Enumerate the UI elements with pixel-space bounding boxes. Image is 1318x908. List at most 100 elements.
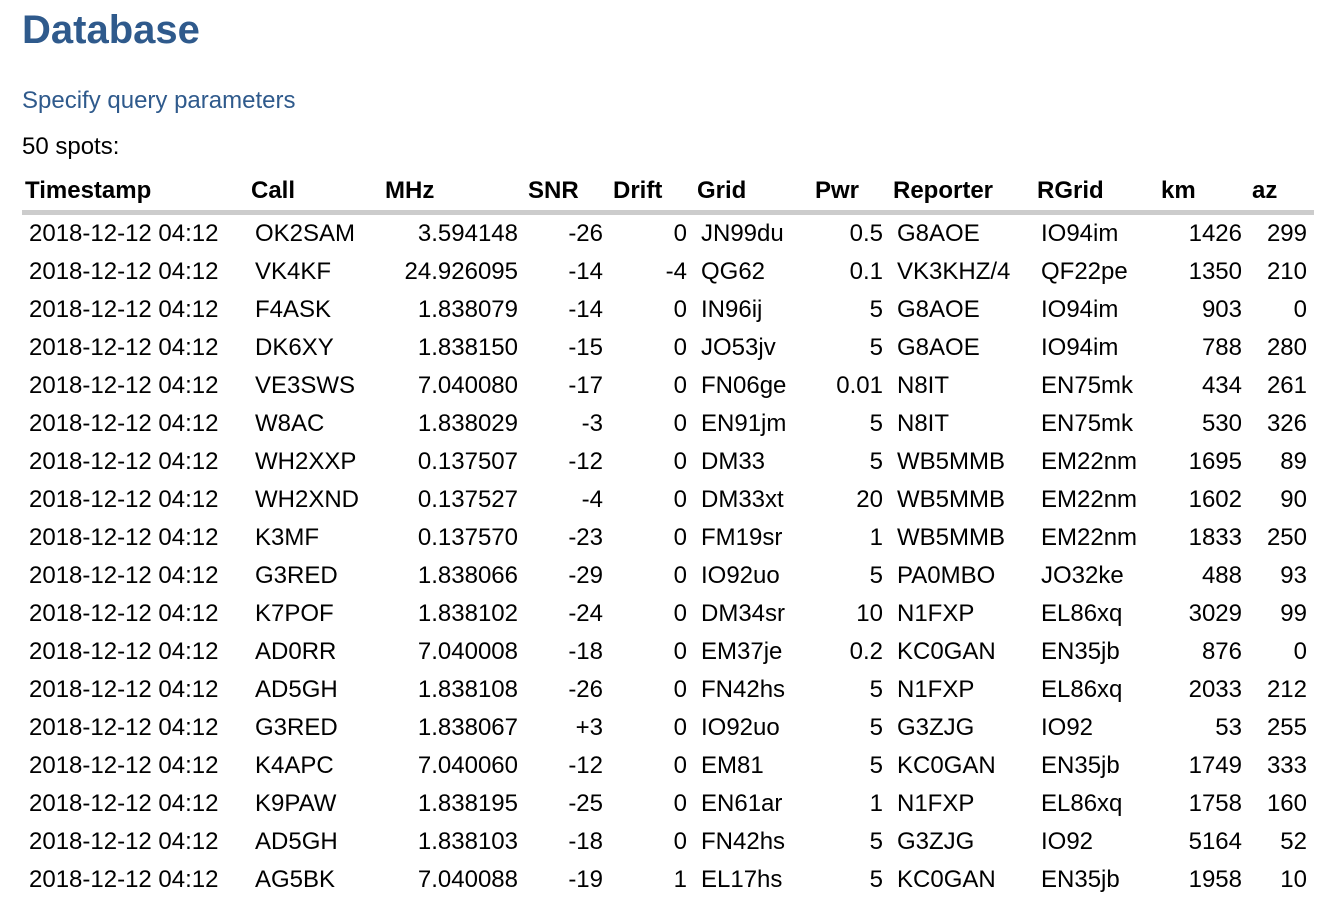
km-cell: 903 — [1201, 296, 1242, 323]
table-row: 2018-12-12 04:12 AD5GH 1.838103 -18 0 FN42hs 5… — [22, 823, 1314, 861]
table-row: 2018-12-12 04:12 VK4KF 24.926095 -14 -4 QG62 0… — [22, 253, 1314, 291]
snr-cell: +3 — [575, 714, 603, 741]
pwr-cell: 0.2 — [849, 638, 883, 665]
pwr-cell: 5 — [869, 410, 883, 437]
snr-cell: -12 — [568, 448, 603, 475]
call-cell: K7POF — [255, 600, 334, 627]
grid-cell: EL17hs — [701, 866, 783, 893]
rgrid-cell: EM22nm — [1041, 448, 1138, 475]
call-cell: G3RED — [255, 562, 338, 589]
timestamp-cell: 2018-12-12 04:12 — [29, 220, 219, 247]
pwr-cell: 0.5 — [849, 220, 883, 247]
mhz-cell: 7.040080 — [417, 372, 518, 399]
pwr-cell: 5 — [869, 866, 883, 893]
km-cell: 1958 — [1188, 866, 1242, 893]
km-cell: 876 — [1201, 638, 1242, 665]
grid-cell: QG62 — [701, 258, 766, 285]
pwr-cell: 5 — [869, 296, 883, 323]
snr-cell: -14 — [568, 296, 603, 323]
pwr-cell: 1 — [869, 524, 883, 551]
rgrid-cell: EM22nm — [1041, 524, 1138, 551]
az-cell: 93 — [1280, 562, 1307, 589]
drift-cell: 0 — [673, 334, 687, 361]
table-row: 2018-12-12 04:12 AG5BK 7.040088 -19 1 EL17hs 5… — [22, 861, 1314, 899]
grid-cell: IN96ij — [701, 296, 763, 323]
az-cell: 160 — [1266, 790, 1307, 817]
grid-cell: EN61ar — [701, 790, 783, 817]
call-cell: VK4KF — [255, 258, 332, 285]
rgrid-cell: EL86xq — [1041, 790, 1123, 817]
mhz-cell: 1.838066 — [417, 562, 518, 589]
timestamp-cell: 2018-12-12 04:12 — [29, 866, 219, 893]
rgrid-cell: QF22pe — [1041, 258, 1128, 285]
reporter-cell: VK3KHZ/4 — [897, 258, 1011, 285]
mhz-cell: 7.040008 — [417, 638, 518, 665]
mhz-cell: 0.137527 — [417, 486, 518, 513]
header-drift: Drift — [610, 172, 694, 215]
km-cell: 5164 — [1188, 828, 1242, 855]
reporter-cell: KC0GAN — [897, 752, 996, 779]
snr-cell: -25 — [568, 790, 603, 817]
az-cell: 250 — [1266, 524, 1307, 551]
km-cell: 1758 — [1188, 790, 1242, 817]
rgrid-cell: IO94im — [1041, 334, 1119, 361]
pwr-cell: 5 — [869, 562, 883, 589]
reporter-cell: G8AOE — [897, 296, 980, 323]
pwr-cell: 5 — [869, 752, 883, 779]
timestamp-cell: 2018-12-12 04:12 — [29, 486, 219, 513]
km-cell: 1749 — [1188, 752, 1242, 779]
specify-query-link[interactable]: Specify query parameters — [22, 87, 296, 114]
mhz-cell: 7.040060 — [417, 752, 518, 779]
call-cell: OK2SAM — [255, 220, 356, 247]
page-content: Database Specify query parameters 50 spo… — [22, 0, 1314, 893]
pwr-cell: 5 — [869, 714, 883, 741]
snr-cell: -12 — [568, 752, 603, 779]
table-row: 2018-12-12 04:12 G3RED 1.838066 -29 0 IO92uo 5… — [22, 557, 1314, 595]
az-cell: 326 — [1266, 410, 1307, 437]
drift-cell: 0 — [673, 600, 687, 627]
km-cell: 1602 — [1188, 486, 1242, 513]
snr-cell: -3 — [581, 410, 603, 437]
snr-cell: -18 — [568, 828, 603, 855]
rgrid-cell: JO32ke — [1041, 562, 1124, 589]
table-row: 2018-12-12 04:12 F4ASK 1.838079 -14 0 IN96ij 5… — [22, 291, 1314, 329]
snr-cell: -4 — [581, 486, 603, 513]
pwr-cell: 10 — [856, 600, 883, 627]
reporter-cell: G3ZJG — [897, 828, 975, 855]
call-cell: AD5GH — [255, 828, 338, 855]
drift-cell: -4 — [665, 258, 687, 285]
rgrid-cell: EN75mk — [1041, 410, 1134, 437]
drift-cell: 0 — [673, 790, 687, 817]
header-rgrid: RGrid — [1034, 172, 1158, 215]
az-cell: 89 — [1280, 448, 1307, 475]
call-cell: F4ASK — [255, 296, 332, 323]
km-cell: 53 — [1215, 714, 1242, 741]
call-cell: W8AC — [255, 410, 325, 437]
timestamp-cell: 2018-12-12 04:12 — [29, 258, 219, 285]
timestamp-cell: 2018-12-12 04:12 — [29, 828, 219, 855]
table-body: 2018-12-12 04:12 OK2SAM 3.594148 -26 0 JN99du… — [22, 213, 1314, 900]
snr-cell: -14 — [568, 258, 603, 285]
header-timestamp: Timestamp — [22, 172, 248, 215]
mhz-cell: 1.838067 — [417, 714, 518, 741]
rgrid-cell: EM22nm — [1041, 486, 1138, 513]
reporter-cell: WB5MMB — [897, 524, 1005, 551]
az-cell: 90 — [1280, 486, 1307, 513]
az-cell: 261 — [1266, 372, 1307, 399]
az-cell: 52 — [1280, 828, 1307, 855]
az-cell: 299 — [1266, 220, 1307, 247]
timestamp-cell: 2018-12-12 04:12 — [29, 600, 219, 627]
header-reporter: Reporter — [890, 172, 1034, 215]
timestamp-cell: 2018-12-12 04:12 — [29, 448, 219, 475]
rgrid-cell: IO92 — [1041, 828, 1094, 855]
call-cell: WH2XND — [255, 486, 360, 513]
rgrid-cell: EL86xq — [1041, 676, 1123, 703]
table-row: 2018-12-12 04:12 AD0RR 7.040008 -18 0 EM37je 0… — [22, 633, 1314, 671]
pwr-cell: 5 — [869, 676, 883, 703]
mhz-cell: 1.838103 — [417, 828, 518, 855]
drift-cell: 0 — [673, 638, 687, 665]
call-cell: DK6XY — [255, 334, 334, 361]
pwr-cell: 5 — [869, 448, 883, 475]
header-pwr: Pwr — [812, 172, 890, 215]
grid-cell: IO92uo — [701, 714, 780, 741]
